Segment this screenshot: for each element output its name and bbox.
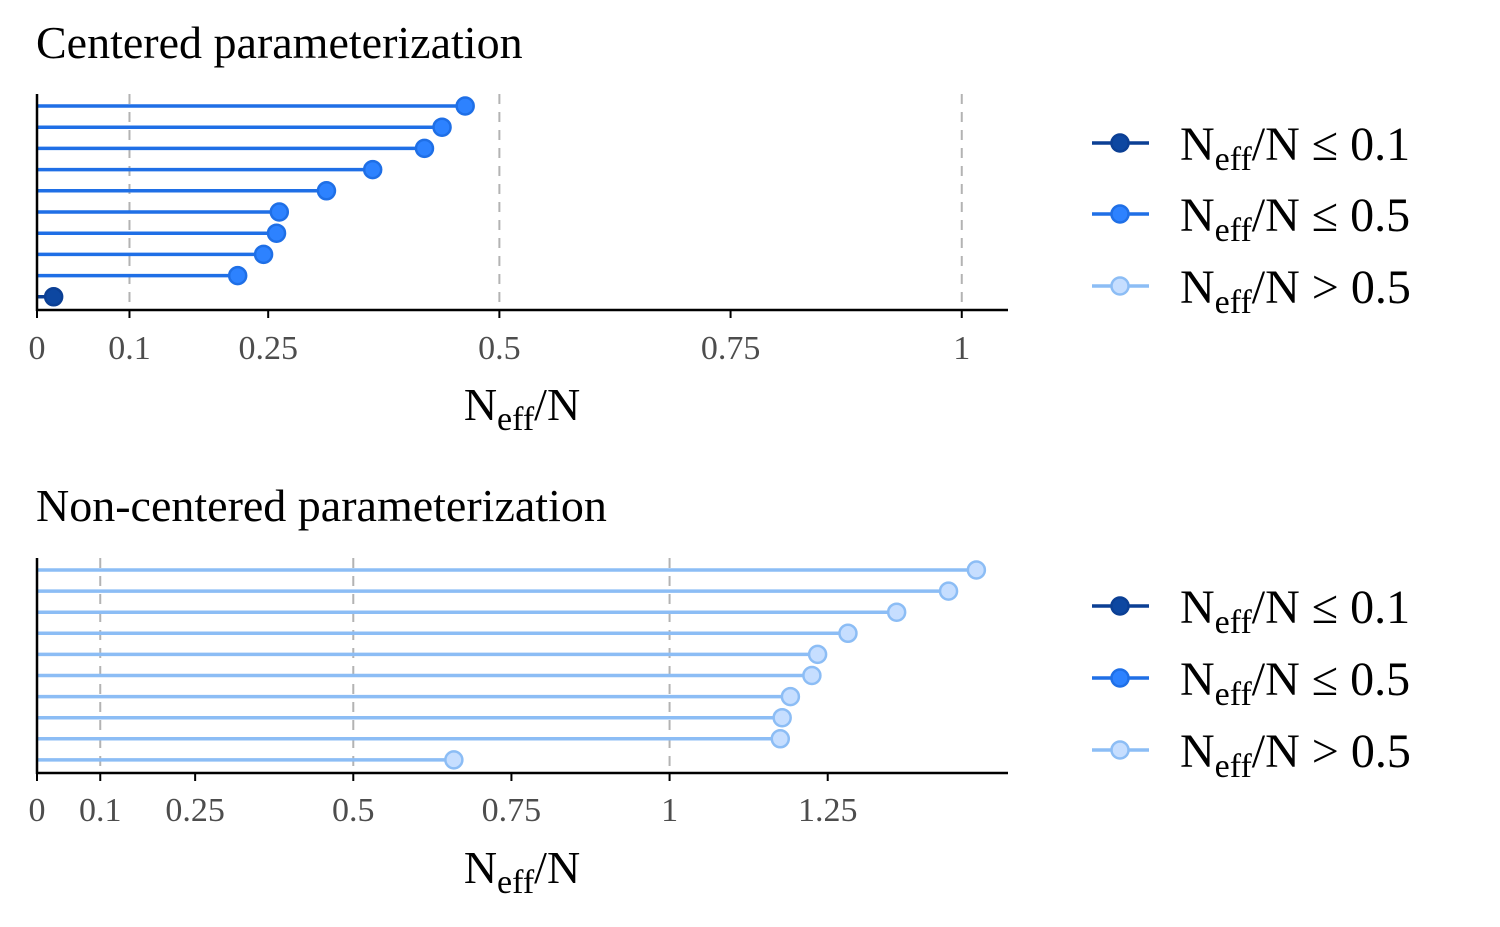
- data-point: [780, 686, 801, 707]
- data-point: [455, 96, 475, 116]
- legend-label: Neff/N ≤ 0.5: [1180, 189, 1410, 249]
- chart-title: Centered parameterization: [36, 17, 523, 68]
- legend-label: Neff/N > 0.5: [1180, 261, 1411, 321]
- stems: [37, 104, 466, 299]
- x-ticks: 0 0.1 0.25 0.5 0.75 1: [29, 310, 970, 367]
- points: [43, 96, 475, 307]
- legend-item-low: Neff/N ≤ 0.1: [1092, 118, 1410, 178]
- x-tick-label: 1: [953, 330, 970, 367]
- panel-non-centered: Non-centered parameterization 0 0.1 0.25 0.…: [29, 480, 1008, 901]
- data-point: [227, 265, 248, 286]
- axes: [35, 558, 1008, 775]
- legend-item-low: Neff/N ≤ 0.1: [1092, 581, 1410, 641]
- x-axis-label: Neff/N: [464, 379, 580, 438]
- x-tick-label: 0: [29, 330, 46, 367]
- chart-title: Non-centered parameterization: [36, 480, 607, 531]
- data-point: [886, 602, 907, 622]
- legend-label: Neff/N ≤ 0.5: [1180, 653, 1410, 713]
- x-tick-label: 0.75: [701, 330, 761, 367]
- axes: [35, 94, 1008, 312]
- data-point: [966, 560, 987, 580]
- x-tick-label: 0.1: [108, 330, 151, 367]
- data-point: [316, 181, 337, 201]
- legend-item-mid: Neff/N ≤ 0.5: [1092, 653, 1410, 713]
- x-tick-label: 1: [661, 792, 678, 829]
- legend-non-centered: Neff/N ≤ 0.1 Neff/N ≤ 0.5 Neff/N > 0.5: [1092, 581, 1411, 785]
- data-point: [807, 644, 828, 665]
- legend-marker: [1110, 668, 1130, 688]
- x-tick-label: 0.1: [79, 792, 122, 829]
- x-ticks: 0 0.1 0.25 0.5 0.75 1 1.25: [29, 773, 858, 829]
- data-point: [253, 244, 274, 265]
- data-point: [266, 223, 287, 243]
- x-tick-label: 0.5: [332, 792, 375, 829]
- x-tick-label: 0.5: [478, 330, 521, 367]
- legend-item-high: Neff/N > 0.5: [1092, 725, 1411, 785]
- legend-marker: [1110, 596, 1130, 616]
- data-point: [432, 117, 452, 137]
- legend-label: Neff/N > 0.5: [1180, 725, 1411, 785]
- x-tick-label: 0.25: [165, 792, 225, 829]
- legend-marker: [1110, 133, 1130, 153]
- data-point: [838, 623, 858, 644]
- data-point: [362, 159, 383, 180]
- panel-centered: Centered parameterization 0 0.1 0.25 0.5 0.7…: [29, 17, 1008, 438]
- legend-item-mid: Neff/N ≤ 0.5: [1092, 189, 1410, 249]
- x-axis-label: Neff/N: [464, 842, 580, 901]
- legend-centered: Neff/N ≤ 0.1 Neff/N ≤ 0.5 Neff/N > 0.5: [1092, 118, 1411, 321]
- data-point: [43, 287, 64, 307]
- data-point: [802, 665, 822, 686]
- x-tick-label: 0: [29, 792, 46, 829]
- stems: [37, 568, 977, 762]
- legend-marker: [1110, 204, 1130, 224]
- data-point: [772, 707, 792, 728]
- legend-marker: [1110, 276, 1130, 296]
- legend-marker: [1110, 740, 1130, 760]
- x-tick-label: 0.25: [238, 330, 298, 367]
- x-tick-label: 0.75: [482, 792, 542, 829]
- x-tick-label: 1.25: [798, 792, 858, 829]
- legend-label: Neff/N ≤ 0.1: [1180, 118, 1410, 178]
- data-point: [444, 750, 464, 770]
- legend-item-high: Neff/N > 0.5: [1092, 261, 1411, 321]
- data-point: [938, 581, 959, 601]
- legend-label: Neff/N ≤ 0.1: [1180, 581, 1410, 641]
- points: [444, 560, 987, 770]
- data-point: [414, 138, 435, 159]
- data-point: [770, 729, 791, 749]
- data-point: [269, 202, 290, 222]
